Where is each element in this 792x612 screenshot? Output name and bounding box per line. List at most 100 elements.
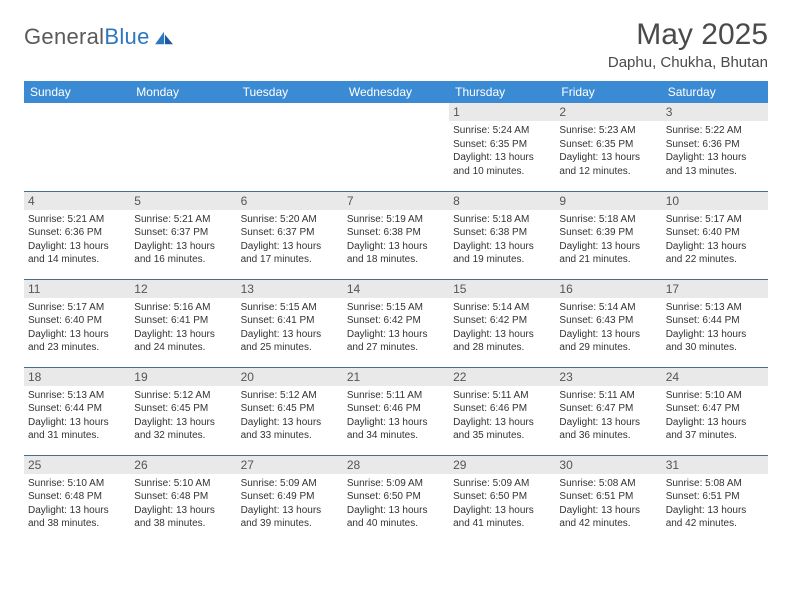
calendar-cell: 11 Sunrise: 5:17 AMSunset: 6:40 PMDayligh… [24,279,130,367]
calendar-row: 18 Sunrise: 5:13 AMSunset: 6:44 PMDayligh… [24,367,768,455]
day-details: Sunrise: 5:13 AMSunset: 6:44 PMDaylight:… [666,301,764,355]
calendar-cell: 13 Sunrise: 5:15 AMSunset: 6:41 PMDayligh… [237,279,343,367]
day-number: 19 [130,368,236,386]
day-number: 6 [237,192,343,210]
calendar-cell: 8 Sunrise: 5:18 AMSunset: 6:38 PMDaylight… [449,191,555,279]
day-details: Sunrise: 5:16 AMSunset: 6:41 PMDaylight:… [134,301,232,355]
calendar-cell: . [237,103,343,191]
calendar-cell: 5Sunrise: 5:21 AMSunset: 6:37 PMDaylight… [130,191,236,279]
day-details: Sunrise: 5:08 AMSunset: 6:51 PMDaylight:… [559,477,657,531]
calendar-cell: 7Sunrise: 5:19 AMSunset: 6:38 PMDaylight… [343,191,449,279]
day-details: Sunrise: 5:17 AMSunset: 6:40 PMDaylight:… [666,213,764,267]
calendar-cell: 17 Sunrise: 5:13 AMSunset: 6:44 PMDayligh… [662,279,768,367]
location: Daphu, Chukha, Bhutan [608,54,768,71]
day-details: Sunrise: 5:14 AMSunset: 6:43 PMDaylight:… [559,301,657,355]
logo: GeneralBlue [24,24,175,50]
calendar-cell: . [343,103,449,191]
calendar-cell: 9 Sunrise: 5:18 AMSunset: 6:39 PMDaylight… [555,191,661,279]
calendar-head: SundayMondayTuesdayWednesdayThursdayFrid… [24,81,768,103]
day-details: Sunrise: 5:09 AMSunset: 6:49 PMDaylight:… [241,477,339,531]
calendar-cell: 28 Sunrise: 5:09 AMSunset: 6:50 PMDayligh… [343,455,449,543]
calendar-cell: 22 Sunrise: 5:11 AMSunset: 6:46 PMDayligh… [449,367,555,455]
day-details: Sunrise: 5:12 AMSunset: 6:45 PMDaylight:… [241,389,339,443]
day-number: 29 [449,456,555,474]
weekday-header: Sunday [24,81,130,103]
day-number: 8 [449,192,555,210]
calendar-cell: 26 Sunrise: 5:10 AMSunset: 6:48 PMDayligh… [130,455,236,543]
day-details: Sunrise: 5:15 AMSunset: 6:41 PMDaylight:… [241,301,339,355]
calendar-row: 25Sunrise: 5:10 AMSunset: 6:48 PMDayligh… [24,455,768,543]
day-details: Sunrise: 5:10 AMSunset: 6:48 PMDaylight:… [134,477,232,531]
calendar-cell: 15 Sunrise: 5:14 AMSunset: 6:42 PMDayligh… [449,279,555,367]
day-number: 14 [343,280,449,298]
day-details: Sunrise: 5:13 AMSunset: 6:44 PMDaylight:… [28,389,126,443]
day-details: Sunrise: 5:12 AMSunset: 6:45 PMDaylight:… [134,389,232,443]
day-details: Sunrise: 5:17 AMSunset: 6:40 PMDaylight:… [28,301,126,355]
calendar-cell: 2 Sunrise: 5:23 AMSunset: 6:35 PMDaylight… [555,103,661,191]
day-details: Sunrise: 5:10 AMSunset: 6:47 PMDaylight:… [666,389,764,443]
sail-icon [153,30,175,46]
day-details: Sunrise: 5:09 AMSunset: 6:50 PMDaylight:… [347,477,445,531]
calendar-cell: 21Sunrise: 5:11 AMSunset: 6:46 PMDayligh… [343,367,449,455]
day-details: Sunrise: 5:15 AMSunset: 6:42 PMDaylight:… [347,301,445,355]
weekday-header: Friday [555,81,661,103]
day-number: 13 [237,280,343,298]
calendar-cell: 6Sunrise: 5:20 AMSunset: 6:37 PMDaylight… [237,191,343,279]
day-number: 24 [662,368,768,386]
day-details: Sunrise: 5:09 AMSunset: 6:50 PMDaylight:… [453,477,551,531]
calendar-cell: 4Sunrise: 5:21 AMSunset: 6:36 PMDaylight… [24,191,130,279]
calendar-body: ....1Sunrise: 5:24 AMSunset: 6:35 PMDayl… [24,103,768,543]
calendar-cell: 27 Sunrise: 5:09 AMSunset: 6:49 PMDayligh… [237,455,343,543]
day-details: Sunrise: 5:11 AMSunset: 6:46 PMDaylight:… [453,389,551,443]
calendar-cell: . [130,103,236,191]
day-details: Sunrise: 5:11 AMSunset: 6:47 PMDaylight:… [559,389,657,443]
day-number: 12 [130,280,236,298]
day-number: 15 [449,280,555,298]
day-details: Sunrise: 5:21 AMSunset: 6:37 PMDaylight:… [134,213,232,267]
calendar-cell: 20Sunrise: 5:12 AMSunset: 6:45 PMDayligh… [237,367,343,455]
day-number: 30 [555,456,661,474]
day-number: 26 [130,456,236,474]
calendar-cell: 19 Sunrise: 5:12 AMSunset: 6:45 PMDayligh… [130,367,236,455]
weekday-header: Monday [130,81,236,103]
day-details: Sunrise: 5:21 AMSunset: 6:36 PMDaylight:… [28,213,126,267]
day-number: 11 [24,280,130,298]
day-number: 22 [449,368,555,386]
day-number: 27 [237,456,343,474]
calendar-cell: 25Sunrise: 5:10 AMSunset: 6:48 PMDayligh… [24,455,130,543]
weekday-header: Saturday [662,81,768,103]
day-details: Sunrise: 5:18 AMSunset: 6:39 PMDaylight:… [559,213,657,267]
day-details: Sunrise: 5:18 AMSunset: 6:38 PMDaylight:… [453,213,551,267]
day-number: 16 [555,280,661,298]
day-number: 18 [24,368,130,386]
calendar-cell: 16 Sunrise: 5:14 AMSunset: 6:43 PMDayligh… [555,279,661,367]
day-details: Sunrise: 5:11 AMSunset: 6:46 PMDaylight:… [347,389,445,443]
calendar-cell: 23Sunrise: 5:11 AMSunset: 6:47 PMDayligh… [555,367,661,455]
weekday-header: Thursday [449,81,555,103]
day-details: Sunrise: 5:08 AMSunset: 6:51 PMDaylight:… [666,477,764,531]
day-number: 7 [343,192,449,210]
calendar-cell: 18 Sunrise: 5:13 AMSunset: 6:44 PMDayligh… [24,367,130,455]
logo-word1: General [24,24,104,49]
month-title: May 2025 [608,18,768,52]
day-number: 2 [555,103,661,121]
day-number: 1 [449,103,555,121]
day-details: Sunrise: 5:23 AMSunset: 6:35 PMDaylight:… [559,124,657,178]
day-number: 9 [555,192,661,210]
calendar-cell: 30 Sunrise: 5:08 AMSunset: 6:51 PMDayligh… [555,455,661,543]
calendar-cell: 1Sunrise: 5:24 AMSunset: 6:35 PMDaylight… [449,103,555,191]
day-number: 17 [662,280,768,298]
calendar-row: 11 Sunrise: 5:17 AMSunset: 6:40 PMDayligh… [24,279,768,367]
day-number: 31 [662,456,768,474]
calendar-cell: . [24,103,130,191]
calendar-cell: 29 Sunrise: 5:09 AMSunset: 6:50 PMDayligh… [449,455,555,543]
calendar-cell: 14 Sunrise: 5:15 AMSunset: 6:42 PMDayligh… [343,279,449,367]
day-details: Sunrise: 5:14 AMSunset: 6:42 PMDaylight:… [453,301,551,355]
weekday-header: Wednesday [343,81,449,103]
day-number: 28 [343,456,449,474]
calendar-cell: 3Sunrise: 5:22 AMSunset: 6:36 PMDaylight… [662,103,768,191]
weekday-header: Tuesday [237,81,343,103]
logo-word2: Blue [104,24,149,49]
calendar-table: SundayMondayTuesdayWednesdayThursdayFrid… [24,81,768,543]
calendar-cell: 12 Sunrise: 5:16 AMSunset: 6:41 PMDayligh… [130,279,236,367]
